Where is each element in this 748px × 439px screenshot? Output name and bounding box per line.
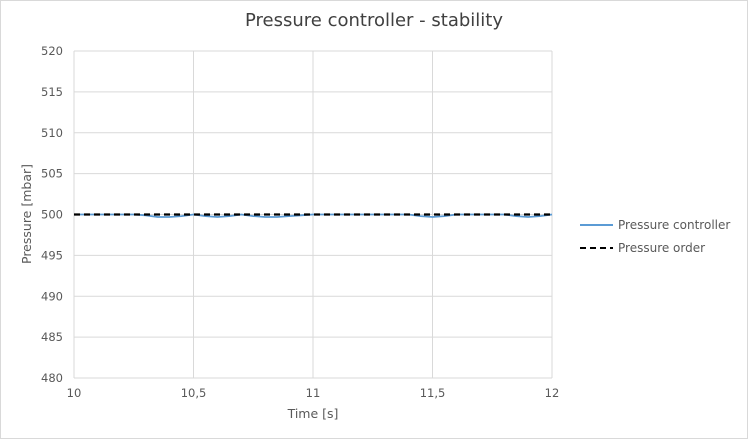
y-tick-label: 495: [41, 248, 63, 262]
y-tick-label: 515: [41, 85, 63, 99]
series-line-0: [74, 213, 553, 218]
y-tick-label: 505: [41, 167, 63, 181]
chart-title: Pressure controller - stability: [245, 10, 503, 31]
x-tick-label: 12: [545, 386, 560, 400]
x-tick-label: 10: [67, 386, 82, 400]
y-axis-label: Pressure [mbar]: [19, 164, 34, 264]
legend-label: Pressure controller: [618, 218, 730, 232]
y-tick-label: 485: [41, 330, 63, 344]
x-tick-label: 10,5: [181, 386, 207, 400]
x-tick-label: 11: [306, 386, 321, 400]
legend-label: Pressure order: [618, 241, 705, 255]
x-tick-label: 11,5: [420, 386, 446, 400]
y-tick-label: 510: [41, 126, 63, 140]
y-tick-label: 520: [41, 44, 63, 58]
y-tick-label: 500: [41, 208, 63, 222]
y-tick-label: 480: [41, 371, 63, 385]
y-tick-label: 490: [41, 289, 63, 303]
x-axis-label: Time [s]: [287, 406, 339, 421]
